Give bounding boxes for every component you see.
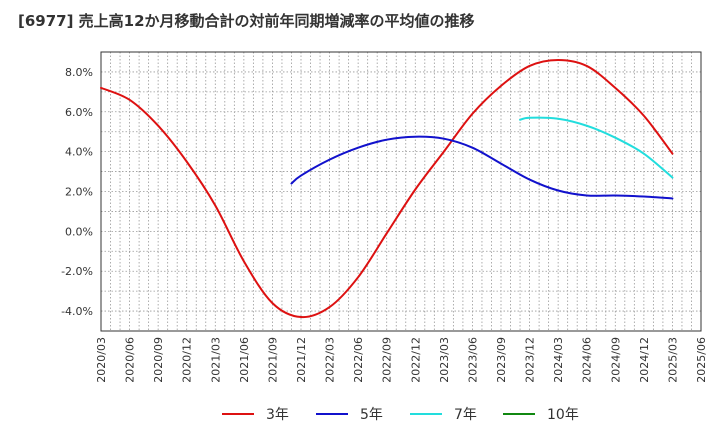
x-tick-label: 2022/06	[352, 337, 365, 383]
x-tick-label: 2021/06	[238, 337, 251, 383]
x-tick-label: 2025/03	[666, 337, 679, 383]
x-tick-label: 2020/09	[152, 337, 165, 383]
y-tick-label: -4.0%	[61, 305, 93, 318]
x-tick-label: 2023/03	[438, 337, 451, 383]
x-tick-label: 2024/03	[552, 337, 565, 383]
x-tick-label: 2025/06	[695, 337, 708, 383]
y-tick-label: 6.0%	[65, 106, 93, 119]
x-tick-label: 2022/03	[324, 337, 337, 383]
x-tick-label: 2023/06	[466, 337, 479, 383]
legend-label-4: 10年	[547, 407, 579, 423]
x-tick-label: 2020/03	[95, 337, 108, 383]
x-tick-label: 2022/12	[409, 337, 422, 383]
x-tick-label: 2023/09	[495, 337, 508, 383]
plot-frame	[100, 51, 702, 332]
x-tick-label: 2021/12	[295, 337, 308, 383]
chart-title: [6977] 売上高12か月移動合計の対前年同期増減率の平均値の推移	[18, 12, 475, 30]
x-tick-label: 2024/09	[609, 337, 622, 383]
y-tick-label: 8.0%	[65, 66, 93, 79]
series-line-1	[100, 58, 674, 319]
legend-label-1: 3年	[266, 407, 289, 423]
x-tick-label: 2023/12	[524, 337, 537, 383]
y-tick-label: 4.0%	[65, 146, 93, 159]
plot-area	[101, 52, 701, 331]
x-tick-label: 2022/09	[381, 337, 394, 383]
series-line-3	[519, 116, 674, 179]
legend-label-3: 7年	[454, 407, 477, 423]
x-tick-label: 2024/12	[638, 337, 651, 383]
x-tick-label: 2021/09	[266, 337, 279, 383]
x-tick-label: 2024/06	[581, 337, 594, 383]
x-tick-label: 2020/12	[181, 337, 194, 383]
series-line-2	[290, 135, 674, 200]
legend-label-2: 5年	[360, 407, 383, 423]
x-tick-label: 2021/03	[209, 337, 222, 383]
y-tick-label: -2.0%	[61, 265, 93, 278]
y-tick-label: 0.0%	[65, 225, 93, 238]
x-tick-label: 2020/06	[124, 337, 137, 383]
y-tick-label: 2.0%	[65, 186, 93, 199]
